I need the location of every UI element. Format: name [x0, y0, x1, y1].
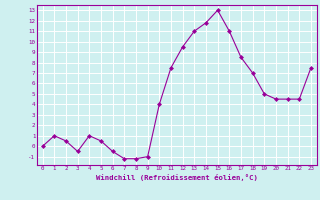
X-axis label: Windchill (Refroidissement éolien,°C): Windchill (Refroidissement éolien,°C) — [96, 174, 258, 181]
